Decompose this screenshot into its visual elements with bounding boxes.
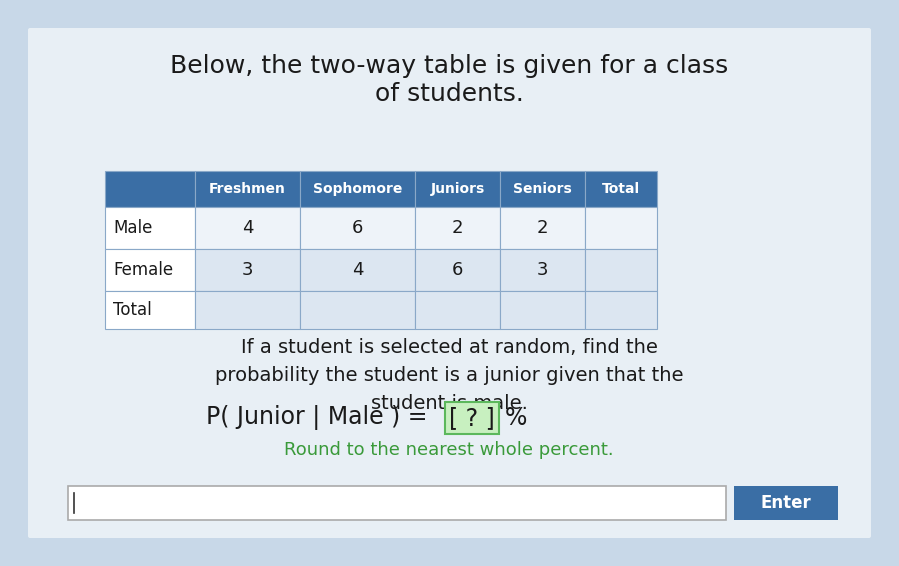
Bar: [195, 291, 300, 329]
Text: Male: Male: [113, 219, 152, 237]
Bar: [105, 291, 195, 329]
Text: Seniors: Seniors: [513, 182, 572, 196]
Bar: [415, 171, 500, 207]
Bar: [500, 291, 585, 329]
Bar: [195, 207, 300, 249]
Text: Total: Total: [602, 182, 640, 196]
Bar: [195, 171, 300, 207]
Bar: [300, 171, 415, 207]
Text: 4: 4: [352, 261, 363, 279]
Bar: [300, 249, 415, 291]
Text: %: %: [505, 406, 528, 430]
Bar: [105, 249, 195, 291]
Text: [ ? ]: [ ? ]: [450, 406, 494, 430]
Bar: [68, 486, 726, 520]
Text: Juniors: Juniors: [431, 182, 485, 196]
Text: Total: Total: [113, 301, 152, 319]
Text: Enter: Enter: [761, 494, 812, 512]
Text: 3: 3: [537, 261, 548, 279]
Bar: [415, 207, 500, 249]
Text: 3: 3: [242, 261, 254, 279]
Bar: [415, 291, 500, 329]
Bar: [300, 207, 415, 249]
Bar: [500, 249, 585, 291]
Text: Freshmen: Freshmen: [209, 182, 286, 196]
Bar: [500, 207, 585, 249]
Text: Below, the two-way table is given for a class
of students.: Below, the two-way table is given for a …: [170, 54, 728, 106]
Bar: [500, 171, 585, 207]
Text: Sophomore: Sophomore: [313, 182, 402, 196]
Text: 6: 6: [352, 219, 363, 237]
Bar: [585, 171, 657, 207]
Text: Round to the nearest whole percent.: Round to the nearest whole percent.: [284, 441, 614, 459]
Text: 6: 6: [452, 261, 463, 279]
Bar: [585, 207, 657, 249]
Bar: [734, 486, 838, 520]
Bar: [415, 249, 500, 291]
Text: 4: 4: [242, 219, 254, 237]
Text: P( Junior | Male ) =: P( Junior | Male ) =: [206, 405, 435, 431]
FancyBboxPatch shape: [28, 28, 871, 538]
Bar: [300, 291, 415, 329]
Bar: [585, 291, 657, 329]
Text: 2: 2: [537, 219, 548, 237]
Bar: [105, 207, 195, 249]
Text: Female: Female: [113, 261, 174, 279]
Bar: [105, 171, 195, 207]
Text: If a student is selected at random, find the
probability the student is a junior: If a student is selected at random, find…: [215, 338, 683, 413]
Text: 2: 2: [452, 219, 463, 237]
Bar: [195, 249, 300, 291]
Bar: [585, 249, 657, 291]
